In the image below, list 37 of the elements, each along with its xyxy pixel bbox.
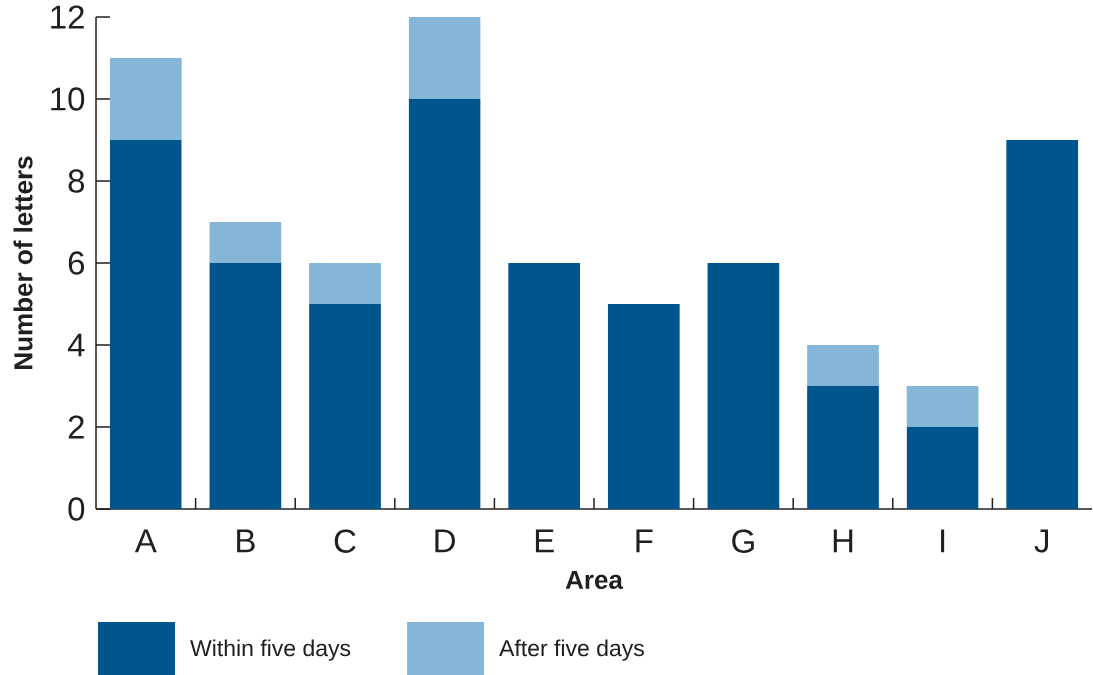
- legend-label: Within five days: [190, 639, 351, 661]
- x-tick-label: I: [941, 529, 945, 553]
- bar: [508, 262, 581, 509]
- y-tick-label: 6: [68, 251, 85, 275]
- x-tick-label: B: [237, 529, 255, 553]
- x-tick-label: C: [334, 529, 356, 553]
- x-tick-label: F: [636, 529, 653, 553]
- bar: [109, 58, 182, 140]
- bar: [309, 262, 381, 304]
- y-tick-label: 2: [68, 415, 84, 439]
- x-tick-label: E: [535, 529, 554, 553]
- bar: [209, 222, 282, 263]
- y-tick-label: 12: [51, 5, 84, 29]
- bar: [707, 262, 780, 509]
- bar: [807, 385, 879, 509]
- y-tick-label: 4: [67, 333, 85, 357]
- bar: [906, 426, 979, 509]
- bar: [309, 303, 381, 509]
- y-tick-label: 8: [68, 169, 85, 193]
- y-tick-label: 10: [51, 87, 85, 111]
- bar: [408, 99, 481, 509]
- y-axis-title: Number of letters: [13, 156, 33, 369]
- legend-label: After five days: [499, 639, 644, 661]
- x-tick-label: A: [134, 529, 157, 553]
- x-axis-title: Area: [565, 570, 624, 590]
- bar: [906, 385, 979, 427]
- bar: [408, 17, 481, 99]
- bar: [109, 140, 182, 509]
- bar: [1006, 140, 1079, 509]
- bar: [209, 262, 282, 509]
- x-tick-label: H: [833, 529, 853, 553]
- x-tick-label: G: [732, 529, 754, 553]
- bar: [807, 344, 879, 386]
- y-tick-label: 0: [68, 497, 85, 521]
- x-tick-label: D: [435, 529, 455, 553]
- bar: [607, 303, 680, 509]
- x-tick-label: J: [1034, 529, 1048, 553]
